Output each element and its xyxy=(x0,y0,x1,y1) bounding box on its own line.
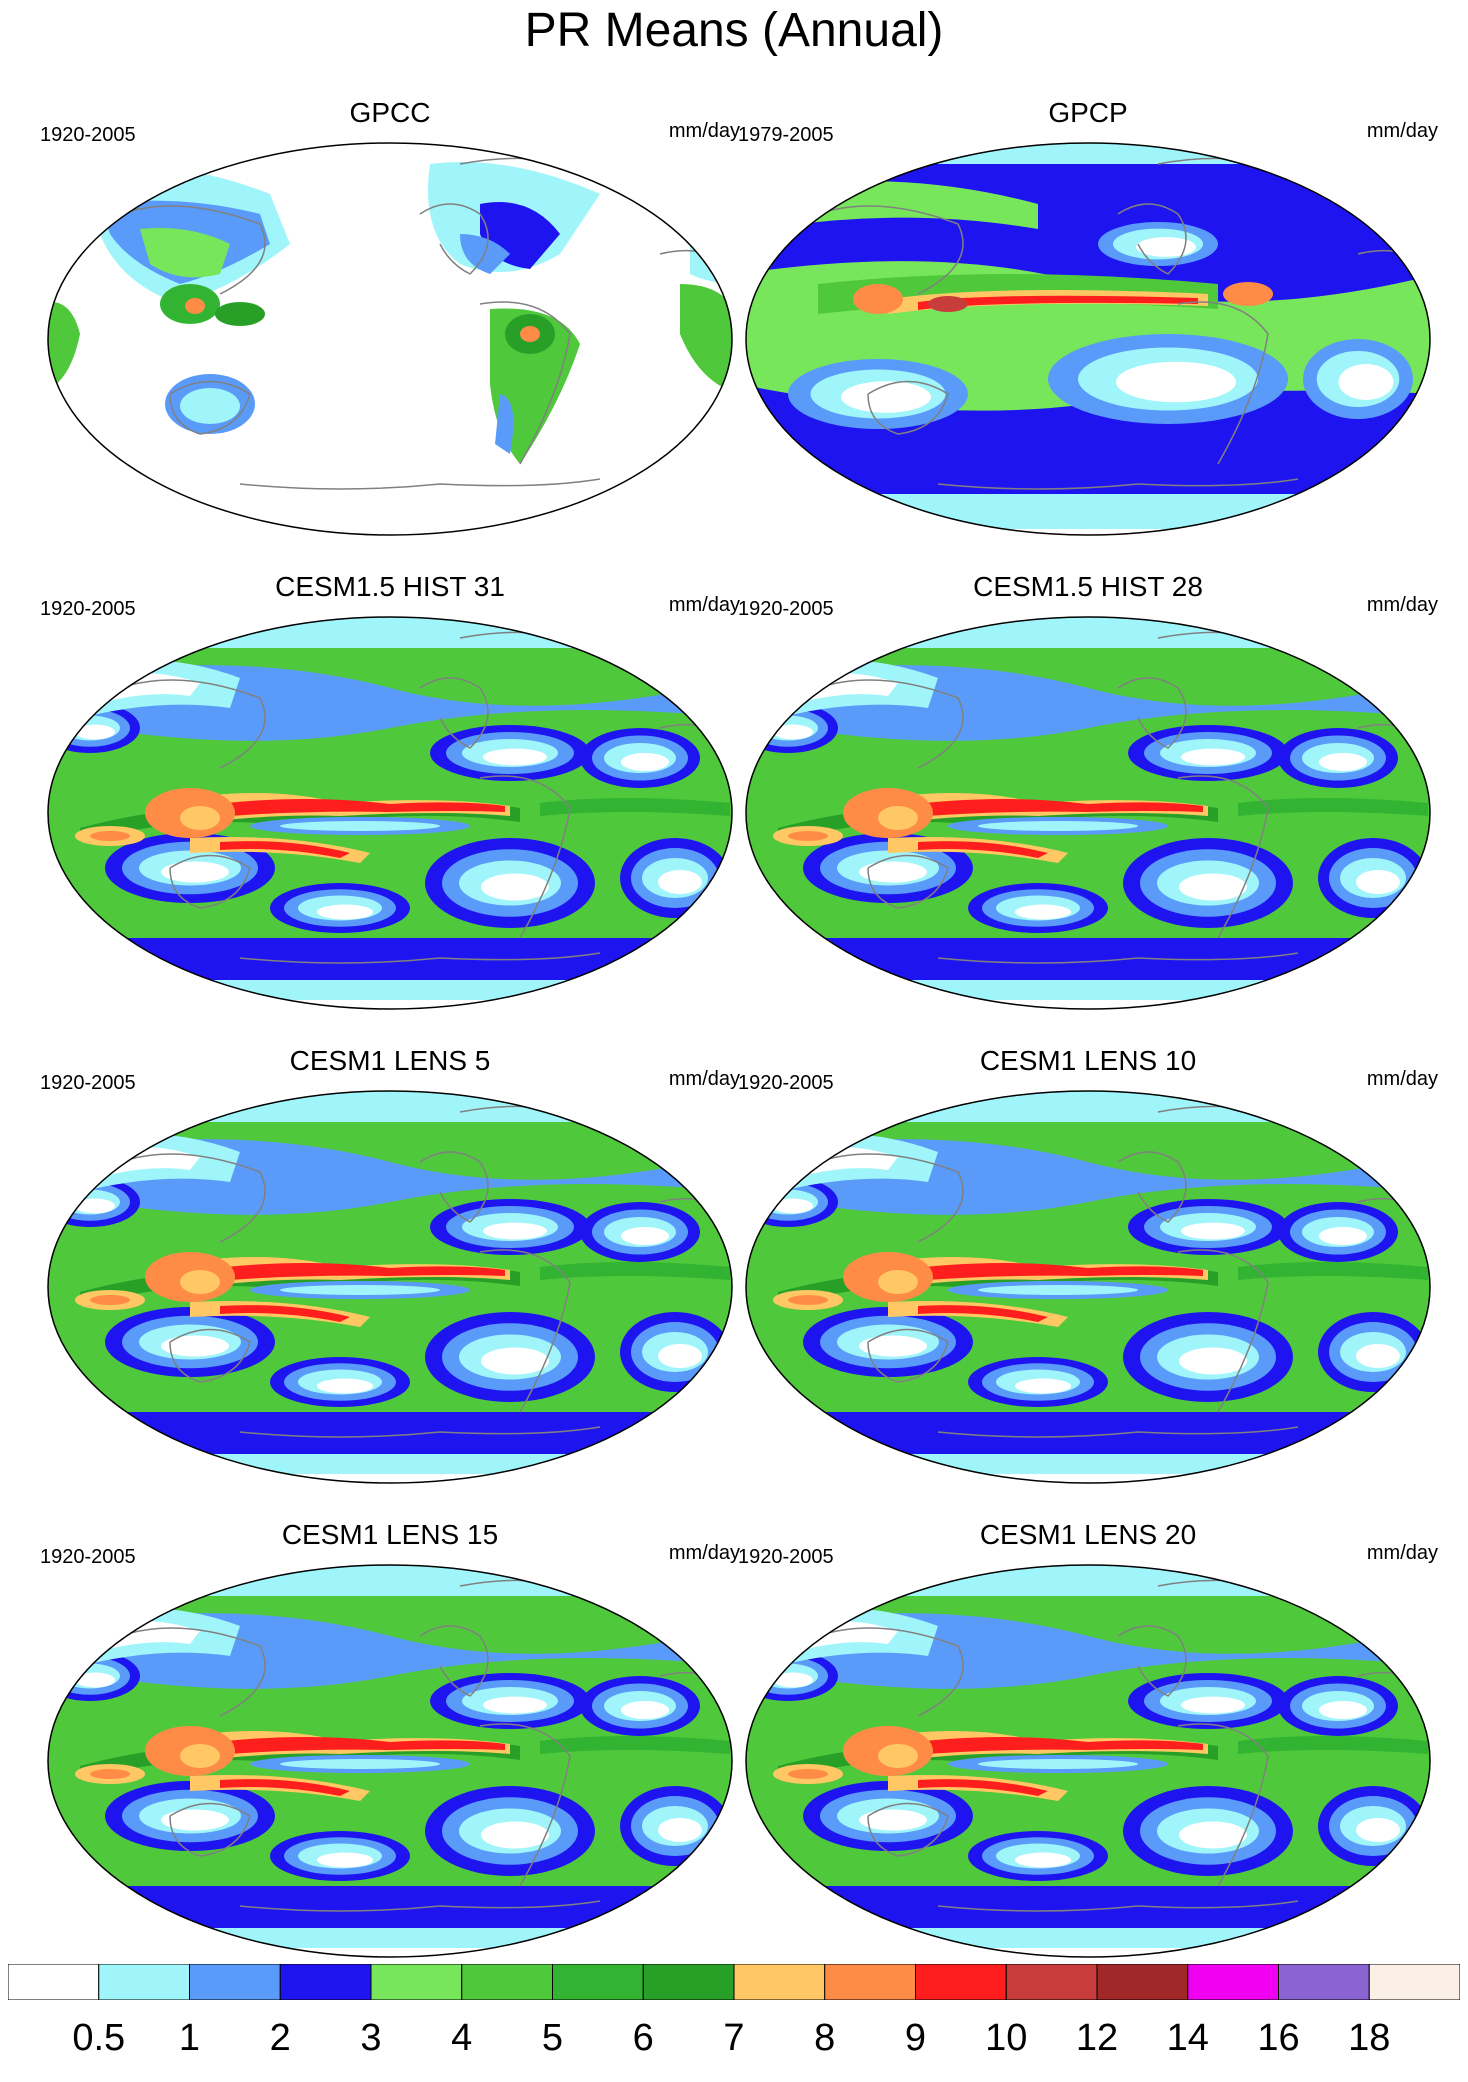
colorbar-tick-label: 5 xyxy=(541,2017,564,2059)
precip-map xyxy=(47,1090,733,1484)
colorbar-swatch-8 xyxy=(733,1964,826,2000)
panel-period: 1920-2005 xyxy=(738,1546,834,1568)
colorbar-swatch-11 xyxy=(1005,1964,1098,2000)
precip-map xyxy=(47,142,733,536)
map-panel-6: CESM1 LENS 10 1920-2005 mm/day xyxy=(738,1044,1438,1494)
colorbar-tick-label: 2 xyxy=(269,2017,291,2059)
panel-title: CESM1 LENS 20 xyxy=(979,1519,1197,1550)
colorbar-swatch-3 xyxy=(279,1964,372,2000)
colorbar-swatch-4 xyxy=(370,1964,463,2000)
colorbar-tick-label: 0.5 xyxy=(72,2017,126,2059)
precip-map xyxy=(745,616,1431,1010)
colorbar-tick-label: 4 xyxy=(451,2017,473,2059)
map-frame xyxy=(47,1564,733,1958)
panel-units: mm/day xyxy=(1366,594,1438,616)
precip-map xyxy=(47,1564,733,1958)
colorbar-swatch-15 xyxy=(1368,1964,1460,2000)
panel-period: 1920-2005 xyxy=(738,598,834,620)
panel-period: 1920-2005 xyxy=(40,124,136,146)
colorbar-tick-label: 10 xyxy=(985,2017,1028,2059)
panel-title: GPCC xyxy=(349,97,431,128)
colorbar xyxy=(8,1964,1460,2000)
panel-title: CESM1 LENS 15 xyxy=(281,1519,499,1550)
precip-map xyxy=(47,616,733,1010)
colorbar-tick-label: 1 xyxy=(178,2017,201,2059)
colorbar-swatch-10 xyxy=(915,1964,1007,2000)
colorbar-swatch-12 xyxy=(1096,1964,1189,2000)
panel-title: GPCP xyxy=(1048,97,1128,128)
colorbar-tick-label: 7 xyxy=(723,2017,745,2059)
colorbar-tick-label: 6 xyxy=(632,2017,654,2059)
colorbar-tick-label: 12 xyxy=(1075,2017,1119,2059)
panel-period: 1920-2005 xyxy=(40,1072,136,1094)
map-panel-3: CESM1.5 HIST 31 1920-2005 mm/day xyxy=(40,570,740,1020)
panel-title: CESM1.5 HIST 28 xyxy=(973,571,1203,602)
colorbar-tick-label: 9 xyxy=(904,2017,927,2059)
panel-title: CESM1 LENS 10 xyxy=(979,1045,1197,1076)
map-frame xyxy=(745,1090,1431,1484)
map-panel-5: CESM1 LENS 5 1920-2005 mm/day xyxy=(40,1044,740,1494)
colorbar-swatch-1 xyxy=(98,1964,190,2000)
panel-title: CESM1.5 HIST 31 xyxy=(275,571,505,602)
colorbar-tick-label: 14 xyxy=(1166,2017,1209,2059)
colorbar-tick-label: 18 xyxy=(1348,2017,1391,2059)
map-frame xyxy=(745,1564,1431,1958)
colorbar-swatch-6 xyxy=(552,1964,644,2000)
colorbar-swatch-2 xyxy=(189,1964,281,2000)
panel-units: mm/day xyxy=(668,1542,740,1564)
map-panel-8: CESM1 LENS 20 1920-2005 mm/day xyxy=(738,1518,1438,1968)
panel-units: mm/day xyxy=(668,120,740,142)
panel-units: mm/day xyxy=(1366,1068,1438,1090)
panel-units: mm/day xyxy=(1366,120,1438,142)
panel-period: 1920-2005 xyxy=(40,1546,136,1568)
map-frame xyxy=(47,142,733,536)
colorbar-tick-label: 16 xyxy=(1257,2017,1300,2059)
figure-title: PR Means (Annual) xyxy=(524,4,944,57)
colorbar-swatch-0 xyxy=(8,1964,100,2000)
map-frame xyxy=(47,616,733,1010)
map-frame xyxy=(745,142,1431,536)
panel-units: mm/day xyxy=(668,1068,740,1090)
panel-units: mm/day xyxy=(668,594,740,616)
map-panel-4: CESM1.5 HIST 28 1920-2005 mm/day xyxy=(738,570,1438,1020)
panel-period: 1920-2005 xyxy=(40,598,136,620)
colorbar-swatch-13 xyxy=(1187,1964,1279,2000)
map-panel-2: GPCP 1979-2005 mm/day xyxy=(738,96,1438,546)
colorbar-tick-label: 3 xyxy=(360,2017,382,2059)
panel-units: mm/day xyxy=(1366,1542,1438,1564)
colorbar-swatch-7 xyxy=(642,1964,735,2000)
precip-map xyxy=(745,1564,1431,1958)
panel-period: 1979-2005 xyxy=(738,124,834,146)
panel-period: 1920-2005 xyxy=(738,1072,834,1094)
colorbar-tick-label: 8 xyxy=(814,2017,836,2059)
map-frame xyxy=(47,1090,733,1484)
colorbar-swatch-14 xyxy=(1278,1964,1370,2000)
colorbar-swatch-9 xyxy=(824,1964,916,2000)
precip-map xyxy=(745,142,1431,536)
precip-map xyxy=(745,1090,1431,1484)
colorbar-swatch-5 xyxy=(461,1964,553,2000)
map-panel-1: GPCC 1920-2005 mm/day xyxy=(40,96,740,546)
panel-title: CESM1 LENS 5 xyxy=(289,1045,491,1076)
map-frame xyxy=(745,616,1431,1010)
map-panel-7: CESM1 LENS 15 1920-2005 mm/day xyxy=(40,1518,740,1968)
